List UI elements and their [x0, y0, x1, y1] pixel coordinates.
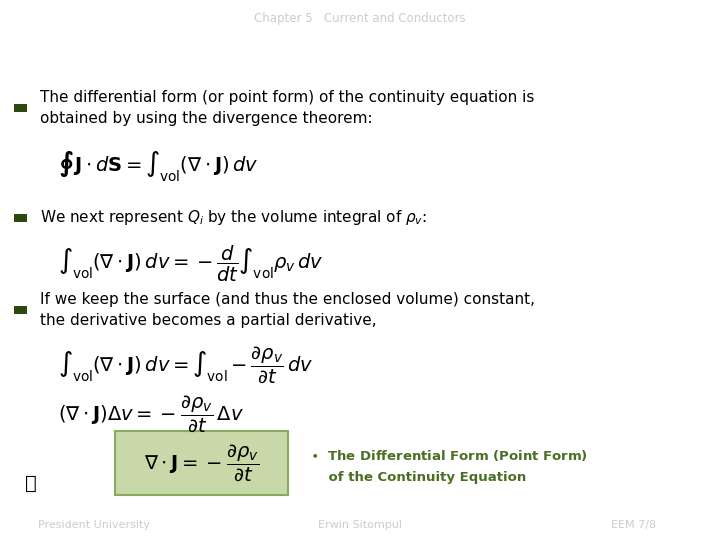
Text: Chapter 5   Current and Conductors: Chapter 5 Current and Conductors — [254, 12, 466, 25]
Text: We next represent $Q_i$ by the volume integral of $\rho_v$:: We next represent $Q_i$ by the volume in… — [40, 208, 427, 227]
Text: President University: President University — [37, 520, 150, 530]
Text: $(\nabla \cdot \mathbf{J})\Delta v = -\dfrac{\partial \rho_v}{\partial t}\,\Delt: $(\nabla \cdot \mathbf{J})\Delta v = -\d… — [58, 393, 243, 434]
Text: $\int_{\mathrm{vol}} (\nabla \cdot \mathbf{J})\,dv = \int_{\mathrm{vol}} -\dfrac: $\int_{\mathrm{vol}} (\nabla \cdot \math… — [58, 345, 313, 385]
FancyBboxPatch shape — [115, 431, 288, 495]
Text: $\oint\!\!\!\!\oint \mathbf{J} \cdot d\mathbf{S} = \int_{\mathrm{vol}} (\nabla \: $\oint\!\!\!\!\oint \mathbf{J} \cdot d\m… — [58, 150, 258, 184]
Text: of the Continuity Equation: of the Continuity Equation — [310, 471, 526, 484]
FancyBboxPatch shape — [14, 104, 27, 112]
Text: EEM 7/8: EEM 7/8 — [611, 520, 656, 530]
Text: $\bullet$  The Differential Form (Point Form): $\bullet$ The Differential Form (Point F… — [310, 448, 588, 463]
Text: Erwin Sitompul: Erwin Sitompul — [318, 520, 402, 530]
FancyBboxPatch shape — [14, 214, 27, 221]
Text: $\nabla \cdot \mathbf{J} = -\dfrac{\partial \rho_v}{\partial t}$: $\nabla \cdot \mathbf{J} = -\dfrac{\part… — [144, 443, 259, 483]
Text: 🏛: 🏛 — [24, 474, 37, 493]
Text: Continuity of Current: Continuity of Current — [341, 36, 706, 65]
Text: The differential form (or point form) of the continuity equation is
obtained by : The differential form (or point form) of… — [40, 90, 534, 126]
Text: If we keep the surface (and thus the enclosed volume) constant,
the derivative b: If we keep the surface (and thus the enc… — [40, 292, 534, 328]
FancyBboxPatch shape — [14, 306, 27, 314]
Text: $\int_{\mathrm{vol}} (\nabla \cdot \mathbf{J})\,dv = -\dfrac{d}{dt} \int_{\mathr: $\int_{\mathrm{vol}} (\nabla \cdot \math… — [58, 244, 323, 284]
